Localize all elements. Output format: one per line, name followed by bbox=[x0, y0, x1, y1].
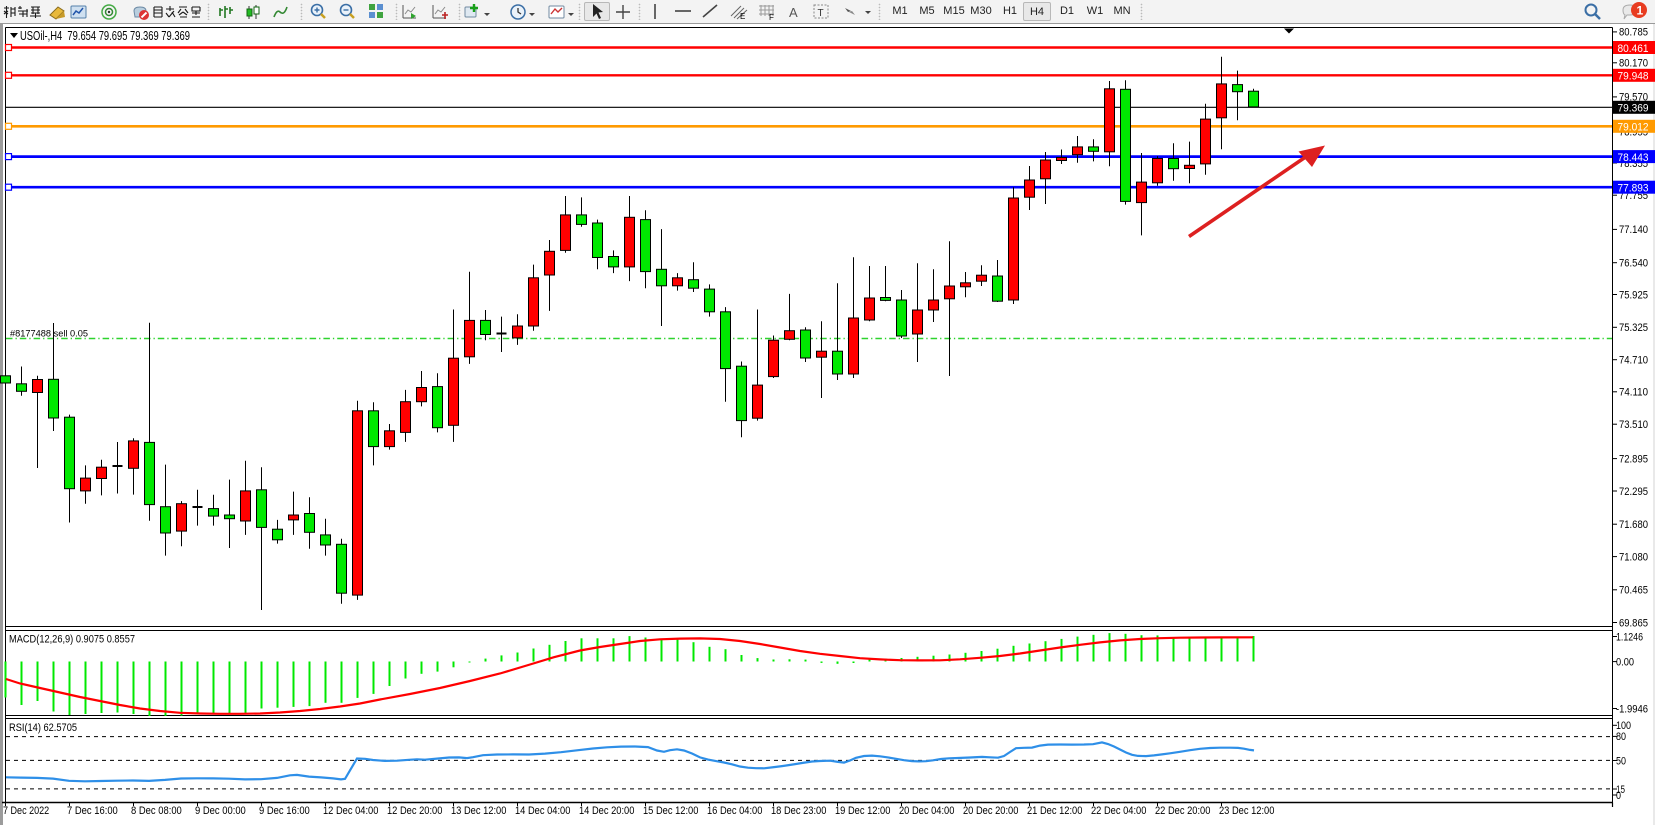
svg-text:19 Dec 12:00: 19 Dec 12:00 bbox=[835, 805, 890, 817]
svg-text:69.865: 69.865 bbox=[1619, 617, 1648, 629]
svg-text:1: 1 bbox=[1637, 4, 1644, 18]
svg-text:20 Dec 04:00: 20 Dec 04:00 bbox=[899, 805, 954, 817]
svg-text:22 Dec 04:00: 22 Dec 04:00 bbox=[1091, 805, 1146, 817]
svg-text:79.012: 79.012 bbox=[1618, 122, 1649, 134]
svg-text:8 Dec 08:00: 8 Dec 08:00 bbox=[131, 805, 182, 817]
svg-text:50: 50 bbox=[1616, 755, 1626, 767]
svg-text:F: F bbox=[769, 13, 774, 22]
svg-text:14 Dec 04:00: 14 Dec 04:00 bbox=[515, 805, 570, 817]
svg-text:80.785: 80.785 bbox=[1619, 27, 1648, 39]
svg-text:21 Dec 12:00: 21 Dec 12:00 bbox=[1027, 805, 1082, 817]
svg-text:77.140: 77.140 bbox=[1619, 224, 1648, 236]
svg-text:16 Dec 04:00: 16 Dec 04:00 bbox=[707, 805, 762, 817]
svg-text:79.948: 79.948 bbox=[1618, 71, 1649, 83]
svg-text:80.461: 80.461 bbox=[1618, 43, 1649, 55]
svg-text:76.540: 76.540 bbox=[1619, 258, 1648, 270]
svg-text:7 Dec 2022: 7 Dec 2022 bbox=[3, 805, 49, 817]
svg-text:E: E bbox=[740, 12, 745, 21]
svg-text:14 Dec 20:00: 14 Dec 20:00 bbox=[579, 805, 634, 817]
svg-text:74.110: 74.110 bbox=[1619, 387, 1648, 399]
svg-text:75.325: 75.325 bbox=[1619, 322, 1648, 334]
svg-text:9 Dec 16:00: 9 Dec 16:00 bbox=[259, 805, 310, 817]
svg-text:72.295: 72.295 bbox=[1619, 486, 1648, 498]
svg-text:71.080: 71.080 bbox=[1619, 551, 1648, 563]
svg-text:13 Dec 12:00: 13 Dec 12:00 bbox=[451, 805, 506, 817]
svg-text:USOil-,H4 79.654 79.695 79.36: USOil-,H4 79.654 79.695 79.369 79.369 bbox=[20, 29, 190, 43]
svg-text:0: 0 bbox=[1616, 790, 1621, 802]
svg-text:75.925: 75.925 bbox=[1619, 289, 1648, 301]
svg-text:12 Dec 04:00: 12 Dec 04:00 bbox=[323, 805, 378, 817]
svg-text:80.170: 80.170 bbox=[1619, 58, 1648, 70]
svg-text:20 Dec 20:00: 20 Dec 20:00 bbox=[963, 805, 1018, 817]
svg-text:7 Dec 16:00: 7 Dec 16:00 bbox=[67, 805, 118, 817]
svg-text:22 Dec 20:00: 22 Dec 20:00 bbox=[1155, 805, 1210, 817]
svg-text:100: 100 bbox=[1616, 720, 1631, 732]
svg-text:77.893: 77.893 bbox=[1618, 183, 1649, 195]
svg-text:80: 80 bbox=[1616, 731, 1626, 743]
svg-text:A: A bbox=[789, 5, 798, 20]
svg-text:0.00: 0.00 bbox=[1616, 656, 1634, 668]
svg-text:9 Dec 00:00: 9 Dec 00:00 bbox=[195, 805, 246, 817]
svg-text:79.570: 79.570 bbox=[1619, 92, 1648, 104]
svg-text:74.710: 74.710 bbox=[1619, 355, 1648, 367]
svg-text:79.369: 79.369 bbox=[1618, 103, 1649, 115]
svg-text:23 Dec 12:00: 23 Dec 12:00 bbox=[1219, 805, 1274, 817]
svg-text:73.510: 73.510 bbox=[1619, 419, 1648, 431]
svg-text:12 Dec 20:00: 12 Dec 20:00 bbox=[387, 805, 442, 817]
svg-text:78.443: 78.443 bbox=[1618, 152, 1649, 164]
svg-text:15 Dec 12:00: 15 Dec 12:00 bbox=[643, 805, 698, 817]
svg-text:T: T bbox=[818, 8, 824, 19]
svg-text:71.680: 71.680 bbox=[1619, 519, 1648, 531]
svg-text:MACD(12,26,9) 0.9075 0.8557: MACD(12,26,9) 0.9075 0.8557 bbox=[9, 634, 135, 646]
svg-text:70.465: 70.465 bbox=[1619, 585, 1648, 597]
svg-text:#8177488 sell 0.05: #8177488 sell 0.05 bbox=[10, 329, 88, 340]
svg-text:-1.9946: -1.9946 bbox=[1616, 703, 1648, 715]
svg-text:18 Dec 23:00: 18 Dec 23:00 bbox=[771, 805, 826, 817]
svg-text:15: 15 bbox=[1616, 784, 1625, 796]
svg-text:RSI(14) 62.5705: RSI(14) 62.5705 bbox=[9, 722, 77, 734]
svg-text:1.1246: 1.1246 bbox=[1616, 631, 1643, 643]
svg-text:72.895: 72.895 bbox=[1619, 453, 1648, 465]
